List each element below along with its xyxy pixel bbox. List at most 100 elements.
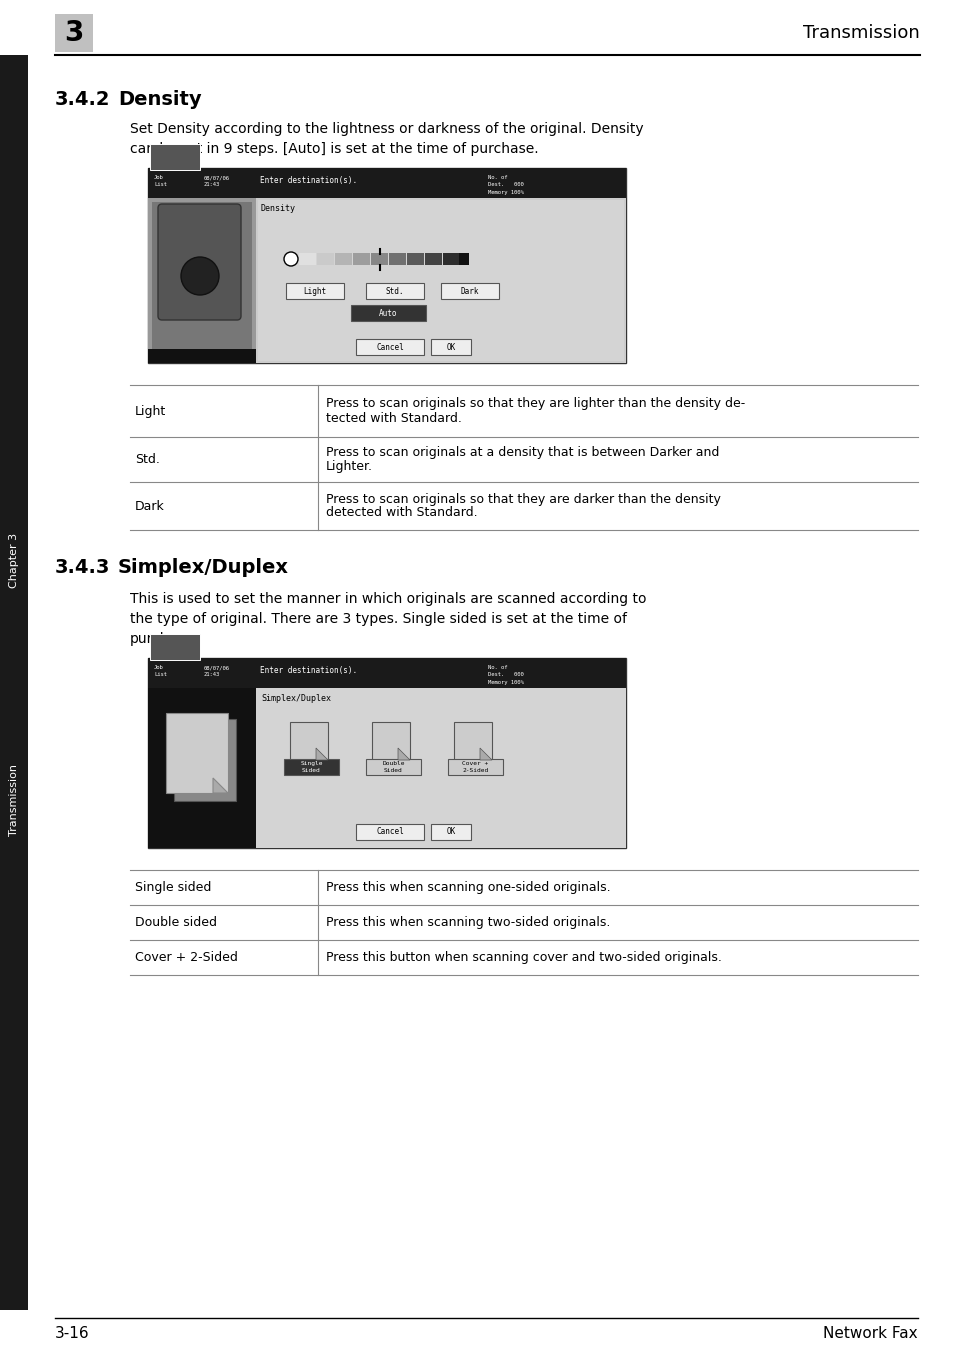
- Text: Light: Light: [303, 287, 326, 296]
- Bar: [458, 253, 469, 265]
- Text: Cancel: Cancel: [375, 827, 403, 837]
- Polygon shape: [479, 748, 492, 760]
- Bar: [255, 688, 625, 848]
- Bar: [353, 253, 370, 265]
- Text: Press to scan originals so that they are darker than the density: Press to scan originals so that they are…: [326, 492, 720, 506]
- Bar: [407, 253, 423, 265]
- Text: detected with Standard.: detected with Standard.: [326, 507, 477, 519]
- Bar: [286, 283, 344, 299]
- Text: Memory 100%: Memory 100%: [488, 680, 523, 685]
- Polygon shape: [213, 777, 228, 794]
- Text: Cover +
2-Sided: Cover + 2-Sided: [462, 761, 488, 772]
- Text: Dark: Dark: [460, 287, 478, 296]
- Bar: [255, 197, 625, 362]
- Text: Dest.   000: Dest. 000: [488, 183, 523, 187]
- Bar: [371, 253, 388, 265]
- Text: 3-16: 3-16: [55, 1326, 90, 1341]
- Text: Std.: Std.: [135, 453, 160, 466]
- Text: OK: OK: [446, 342, 456, 352]
- Text: Network Fax: Network Fax: [822, 1326, 917, 1341]
- Text: Single sided: Single sided: [135, 882, 212, 894]
- Text: Light: Light: [135, 404, 166, 418]
- Bar: [148, 168, 625, 362]
- Text: Press this when scanning one-sided originals.: Press this when scanning one-sided origi…: [326, 882, 610, 894]
- Bar: [442, 253, 459, 265]
- Bar: [389, 253, 406, 265]
- Text: Simplex/Duplex: Simplex/Duplex: [118, 558, 289, 577]
- Bar: [166, 713, 228, 794]
- Text: List: List: [153, 672, 167, 677]
- Bar: [173, 719, 235, 800]
- Text: 3: 3: [64, 19, 84, 47]
- Text: Job: Job: [153, 665, 164, 671]
- Text: No. of: No. of: [488, 174, 507, 180]
- Text: Enter destination(s).: Enter destination(s).: [260, 176, 356, 185]
- Text: Transmission: Transmission: [802, 24, 919, 42]
- Text: tected with Standard.: tected with Standard.: [326, 411, 461, 425]
- Text: Set Density according to the lightness or darkness of the original. Density: Set Density according to the lightness o…: [130, 122, 643, 137]
- Bar: [150, 634, 200, 660]
- Text: 3.4.2: 3.4.2: [55, 91, 111, 110]
- Text: Press to scan originals at a density that is between Darker and: Press to scan originals at a density tha…: [326, 446, 719, 458]
- Bar: [372, 722, 410, 760]
- Text: 3.4.3: 3.4.3: [55, 558, 111, 577]
- Text: No. of: No. of: [488, 665, 507, 671]
- Bar: [148, 688, 255, 848]
- Bar: [424, 253, 441, 265]
- Text: This is used to set the manner in which originals are scanned according to: This is used to set the manner in which …: [130, 592, 646, 606]
- Bar: [290, 722, 328, 760]
- Ellipse shape: [181, 257, 219, 295]
- Text: Dark: Dark: [135, 499, 165, 512]
- Text: Density: Density: [261, 204, 295, 214]
- Text: 21:43: 21:43: [204, 672, 220, 677]
- Bar: [316, 253, 334, 265]
- Text: the type of original. There are 3 types. Single sided is set at the time of: the type of original. There are 3 types.…: [130, 612, 626, 626]
- Bar: [148, 658, 625, 848]
- Text: Memory 100%: Memory 100%: [488, 191, 523, 195]
- Text: Dest.   000: Dest. 000: [488, 672, 523, 677]
- Bar: [366, 283, 423, 299]
- Text: Chapter 3: Chapter 3: [9, 533, 19, 588]
- Bar: [431, 339, 471, 356]
- Bar: [55, 14, 92, 51]
- Bar: [431, 823, 471, 840]
- Bar: [440, 283, 498, 299]
- Bar: [335, 253, 352, 265]
- Text: Auto: Auto: [378, 308, 396, 318]
- Bar: [454, 722, 492, 760]
- Text: OK: OK: [446, 827, 456, 837]
- Text: Double
Sided: Double Sided: [382, 761, 404, 772]
- Text: can be set in 9 steps. [Auto] is set at the time of purchase.: can be set in 9 steps. [Auto] is set at …: [130, 142, 538, 155]
- Bar: [257, 200, 623, 361]
- Text: Double sided: Double sided: [135, 917, 216, 929]
- Text: Transmission: Transmission: [9, 764, 19, 836]
- Ellipse shape: [284, 251, 297, 266]
- Bar: [366, 758, 420, 775]
- Bar: [148, 658, 625, 688]
- Text: Press this when scanning two-sided originals.: Press this when scanning two-sided origi…: [326, 917, 610, 929]
- FancyBboxPatch shape: [158, 204, 241, 320]
- Text: Density: Density: [118, 91, 201, 110]
- Text: 21:43: 21:43: [204, 183, 220, 187]
- Bar: [284, 758, 338, 775]
- Text: Cover + 2-Sided: Cover + 2-Sided: [135, 950, 237, 964]
- Bar: [148, 349, 255, 362]
- Text: Simplex/Duplex: Simplex/Duplex: [261, 694, 331, 703]
- Bar: [351, 306, 426, 320]
- Text: 08/07/06: 08/07/06: [204, 174, 230, 180]
- Bar: [355, 823, 423, 840]
- Text: Job: Job: [153, 174, 164, 180]
- Text: purchase.: purchase.: [130, 631, 198, 646]
- Text: Press this button when scanning cover and two-sided originals.: Press this button when scanning cover an…: [326, 950, 721, 964]
- Bar: [448, 758, 502, 775]
- Text: 08/07/06: 08/07/06: [204, 665, 230, 671]
- Text: Lighter.: Lighter.: [326, 460, 373, 473]
- Bar: [152, 201, 252, 360]
- Polygon shape: [315, 748, 328, 760]
- Bar: [355, 339, 423, 356]
- Bar: [298, 253, 315, 265]
- Text: List: List: [153, 183, 167, 187]
- Polygon shape: [397, 748, 410, 760]
- Bar: [150, 145, 200, 170]
- Text: Press to scan originals so that they are lighter than the density de-: Press to scan originals so that they are…: [326, 397, 744, 411]
